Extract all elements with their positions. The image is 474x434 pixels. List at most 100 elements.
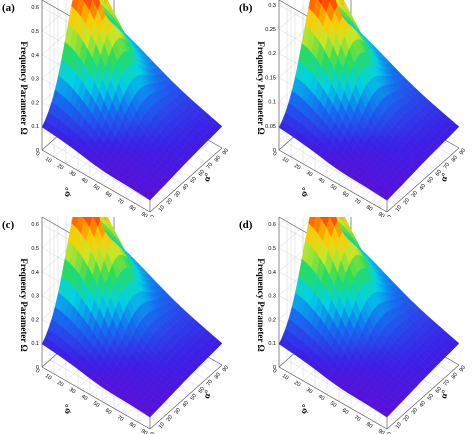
y-tick-label: 30 xyxy=(174,407,182,415)
z-tick-label: 0.4 xyxy=(268,270,276,276)
z-tick-label: 0.5 xyxy=(31,29,39,35)
x-tick-label: 80 xyxy=(365,204,373,212)
z-tick-label: 0.4 xyxy=(31,53,39,59)
z-tick-label: 0.3 xyxy=(268,294,276,300)
z-tick-label: 0.25 xyxy=(265,27,276,33)
surface xyxy=(41,0,223,201)
y-tick-label: 10 xyxy=(158,422,166,430)
y-tick-label: 80 xyxy=(214,372,222,380)
y-tick-label: 50 xyxy=(190,176,198,184)
y-axis-title: α° xyxy=(438,171,450,182)
y-tick-label: 10 xyxy=(158,205,166,213)
z-tick-label: 0.5 xyxy=(268,246,276,252)
panel-label: (b) xyxy=(239,2,253,14)
y-tick-label: 60 xyxy=(435,386,443,394)
x-tick-label: 70 xyxy=(116,414,124,422)
z-tick-label: 0.6 xyxy=(31,222,39,228)
x-tick-label: 30 xyxy=(68,170,76,178)
x-axis-title: φ° xyxy=(61,403,74,415)
x-tick-label: 50 xyxy=(92,401,100,409)
z-tick-label: 0.1 xyxy=(31,124,39,130)
z-tick-label: 0.3 xyxy=(31,294,39,300)
y-tick-label: 50 xyxy=(190,393,198,401)
x-tick-label: 90 xyxy=(140,428,148,434)
y-axis-title: α° xyxy=(201,171,213,182)
x-tick-label: 20 xyxy=(293,380,301,388)
x-tick-label: 20 xyxy=(56,380,64,388)
panel-label: (a) xyxy=(2,2,15,14)
x-tick-label: 20 xyxy=(56,163,64,171)
z-tick-label: 0.5 xyxy=(31,246,39,252)
z-tick-label: 0.1 xyxy=(268,341,276,347)
y-tick-label: 30 xyxy=(411,407,419,415)
y-tick-label: 40 xyxy=(419,400,427,408)
y-tick-label: 40 xyxy=(182,400,190,408)
z-tick-label: 0.6 xyxy=(31,5,39,11)
x-tick-label: 10 xyxy=(281,373,289,381)
y-tick-label: 10 xyxy=(395,422,403,430)
surface xyxy=(278,0,460,201)
z-axis-title: Frequency Parameter Ω xyxy=(256,41,266,134)
x-tick-label: 90 xyxy=(377,428,385,434)
x-tick-label: 50 xyxy=(92,184,100,192)
y-tick-label: 90 xyxy=(222,365,230,373)
x-tick-label: 70 xyxy=(353,197,361,205)
z-tick-label: 0 xyxy=(36,365,39,371)
z-tick-label: 0 xyxy=(273,148,276,154)
z-tick-label: 0.1 xyxy=(31,341,39,347)
x-tick-label: 20 xyxy=(293,163,301,171)
surface-plot: 00.10.20.30.40.50.6010203040506070809001… xyxy=(2,0,230,217)
y-tick-label: 70 xyxy=(443,162,451,170)
z-tick-label: 0 xyxy=(273,365,276,371)
surface xyxy=(41,217,223,418)
z-tick-label: 0.2 xyxy=(268,51,276,57)
y-tick-label: 20 xyxy=(403,197,411,205)
surface xyxy=(278,217,460,418)
z-tick-label: 0.2 xyxy=(268,317,276,323)
x-tick-label: 60 xyxy=(341,191,349,199)
y-tick-label: 70 xyxy=(443,379,451,387)
y-tick-label: 70 xyxy=(206,162,214,170)
z-tick-label: 0.05 xyxy=(265,124,276,130)
y-tick-label: 40 xyxy=(182,183,190,191)
x-tick-label: 30 xyxy=(68,387,76,395)
y-axis-title: α° xyxy=(438,388,450,399)
y-tick-label: 20 xyxy=(166,414,174,422)
surface-plot: 00.10.20.30.40.50.6010203040506070809001… xyxy=(239,217,467,434)
x-axis-title: φ° xyxy=(61,186,74,198)
y-tick-label: 50 xyxy=(427,176,435,184)
z-tick-label: 0 xyxy=(36,148,39,154)
x-tick-label: 40 xyxy=(80,177,88,185)
z-tick-label: 0.15 xyxy=(265,75,276,81)
z-axis-title: Frequency Parameter Ω xyxy=(19,41,29,134)
x-tick-label: 0 xyxy=(271,151,277,158)
panel-a: 00.10.20.30.40.50.6010203040506070809001… xyxy=(0,0,237,217)
y-tick-label: 90 xyxy=(222,148,230,156)
x-tick-label: 40 xyxy=(80,394,88,402)
x-tick-label: 70 xyxy=(116,197,124,205)
z-axis-title: Frequency Parameter Ω xyxy=(256,258,266,351)
y-tick-label: 80 xyxy=(451,155,459,163)
panel-c: 00.10.20.30.40.50.6010203040506070809001… xyxy=(0,217,237,434)
x-tick-label: 0 xyxy=(271,368,277,375)
y-tick-label: 50 xyxy=(427,393,435,401)
y-axis-title: α° xyxy=(201,388,213,399)
z-tick-label: 0.2 xyxy=(31,317,39,323)
z-axis-title: Frequency Parameter Ω xyxy=(19,258,29,351)
x-tick-label: 40 xyxy=(317,177,325,185)
z-tick-label: 0.2 xyxy=(31,100,39,106)
z-tick-label: 0.6 xyxy=(268,222,276,228)
x-tick-label: 90 xyxy=(377,211,385,217)
x-tick-label: 0 xyxy=(34,368,40,375)
y-tick-label: 60 xyxy=(435,169,443,177)
x-tick-label: 90 xyxy=(140,211,148,217)
x-tick-label: 80 xyxy=(128,204,136,212)
x-tick-label: 10 xyxy=(44,156,52,164)
y-tick-label: 20 xyxy=(403,414,411,422)
y-tick-label: 30 xyxy=(174,190,182,198)
x-tick-label: 10 xyxy=(281,156,289,164)
x-tick-label: 30 xyxy=(305,387,313,395)
x-tick-label: 70 xyxy=(353,414,361,422)
panel-label: (d) xyxy=(239,219,253,231)
z-tick-label: 0.3 xyxy=(268,3,276,9)
